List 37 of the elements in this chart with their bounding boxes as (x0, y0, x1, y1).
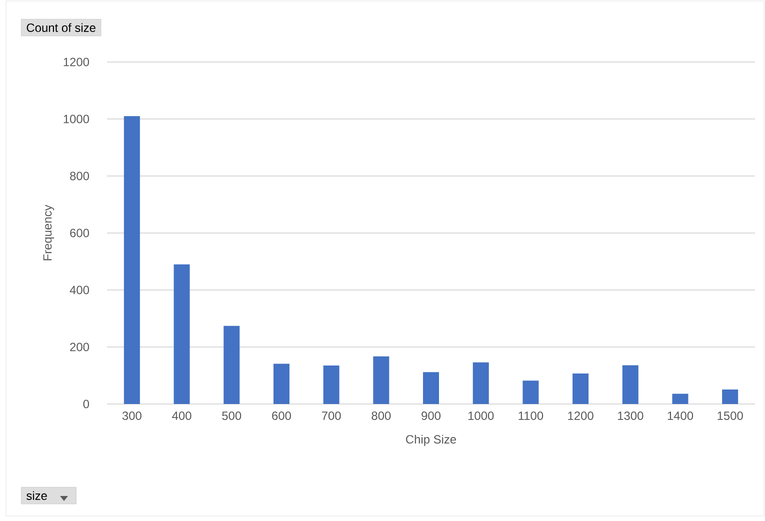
x-tick-label: 400 (172, 412, 192, 420)
y-tick-label: 0 (83, 400, 90, 408)
y-tick-label: 400 (70, 286, 90, 294)
bar (273, 364, 290, 404)
y-axis-title: Frequency (43, 204, 54, 260)
x-tick-label: 1500 (718, 412, 743, 420)
bar (522, 380, 539, 404)
bar (622, 365, 638, 404)
x-tick-label: 700 (322, 412, 341, 420)
x-tick-label: 900 (422, 412, 441, 420)
y-tick-label: 600 (70, 228, 90, 238)
y-tick-label: 1000 (64, 114, 90, 124)
bar (224, 326, 240, 404)
x-tick-label: 1100 (518, 412, 544, 420)
bar (572, 373, 589, 404)
bar (373, 356, 390, 404)
text: Count of size (26, 23, 96, 32)
x-tick-label: 600 (272, 412, 291, 420)
bar (672, 394, 688, 404)
bar (174, 264, 190, 404)
y-tick-label: 1200 (64, 58, 90, 66)
x-axis-title: Chip Size (406, 434, 456, 446)
x-tick-label: 1000 (468, 412, 494, 420)
x-tick-label: 1300 (618, 412, 644, 420)
x-tick-label: 1400 (668, 412, 694, 420)
x-tick-label: 500 (222, 412, 242, 420)
bar (124, 116, 140, 404)
bar (423, 372, 440, 404)
bar (323, 366, 340, 404)
text: size (26, 491, 47, 500)
x-tick-label: 1200 (568, 412, 594, 420)
y-tick-label: 800 (70, 172, 90, 180)
x-tick-label: 800 (372, 412, 391, 420)
bar (472, 362, 489, 404)
y-tick-label: 200 (70, 342, 90, 352)
bar (722, 389, 738, 404)
x-tick-label: 300 (122, 412, 142, 420)
